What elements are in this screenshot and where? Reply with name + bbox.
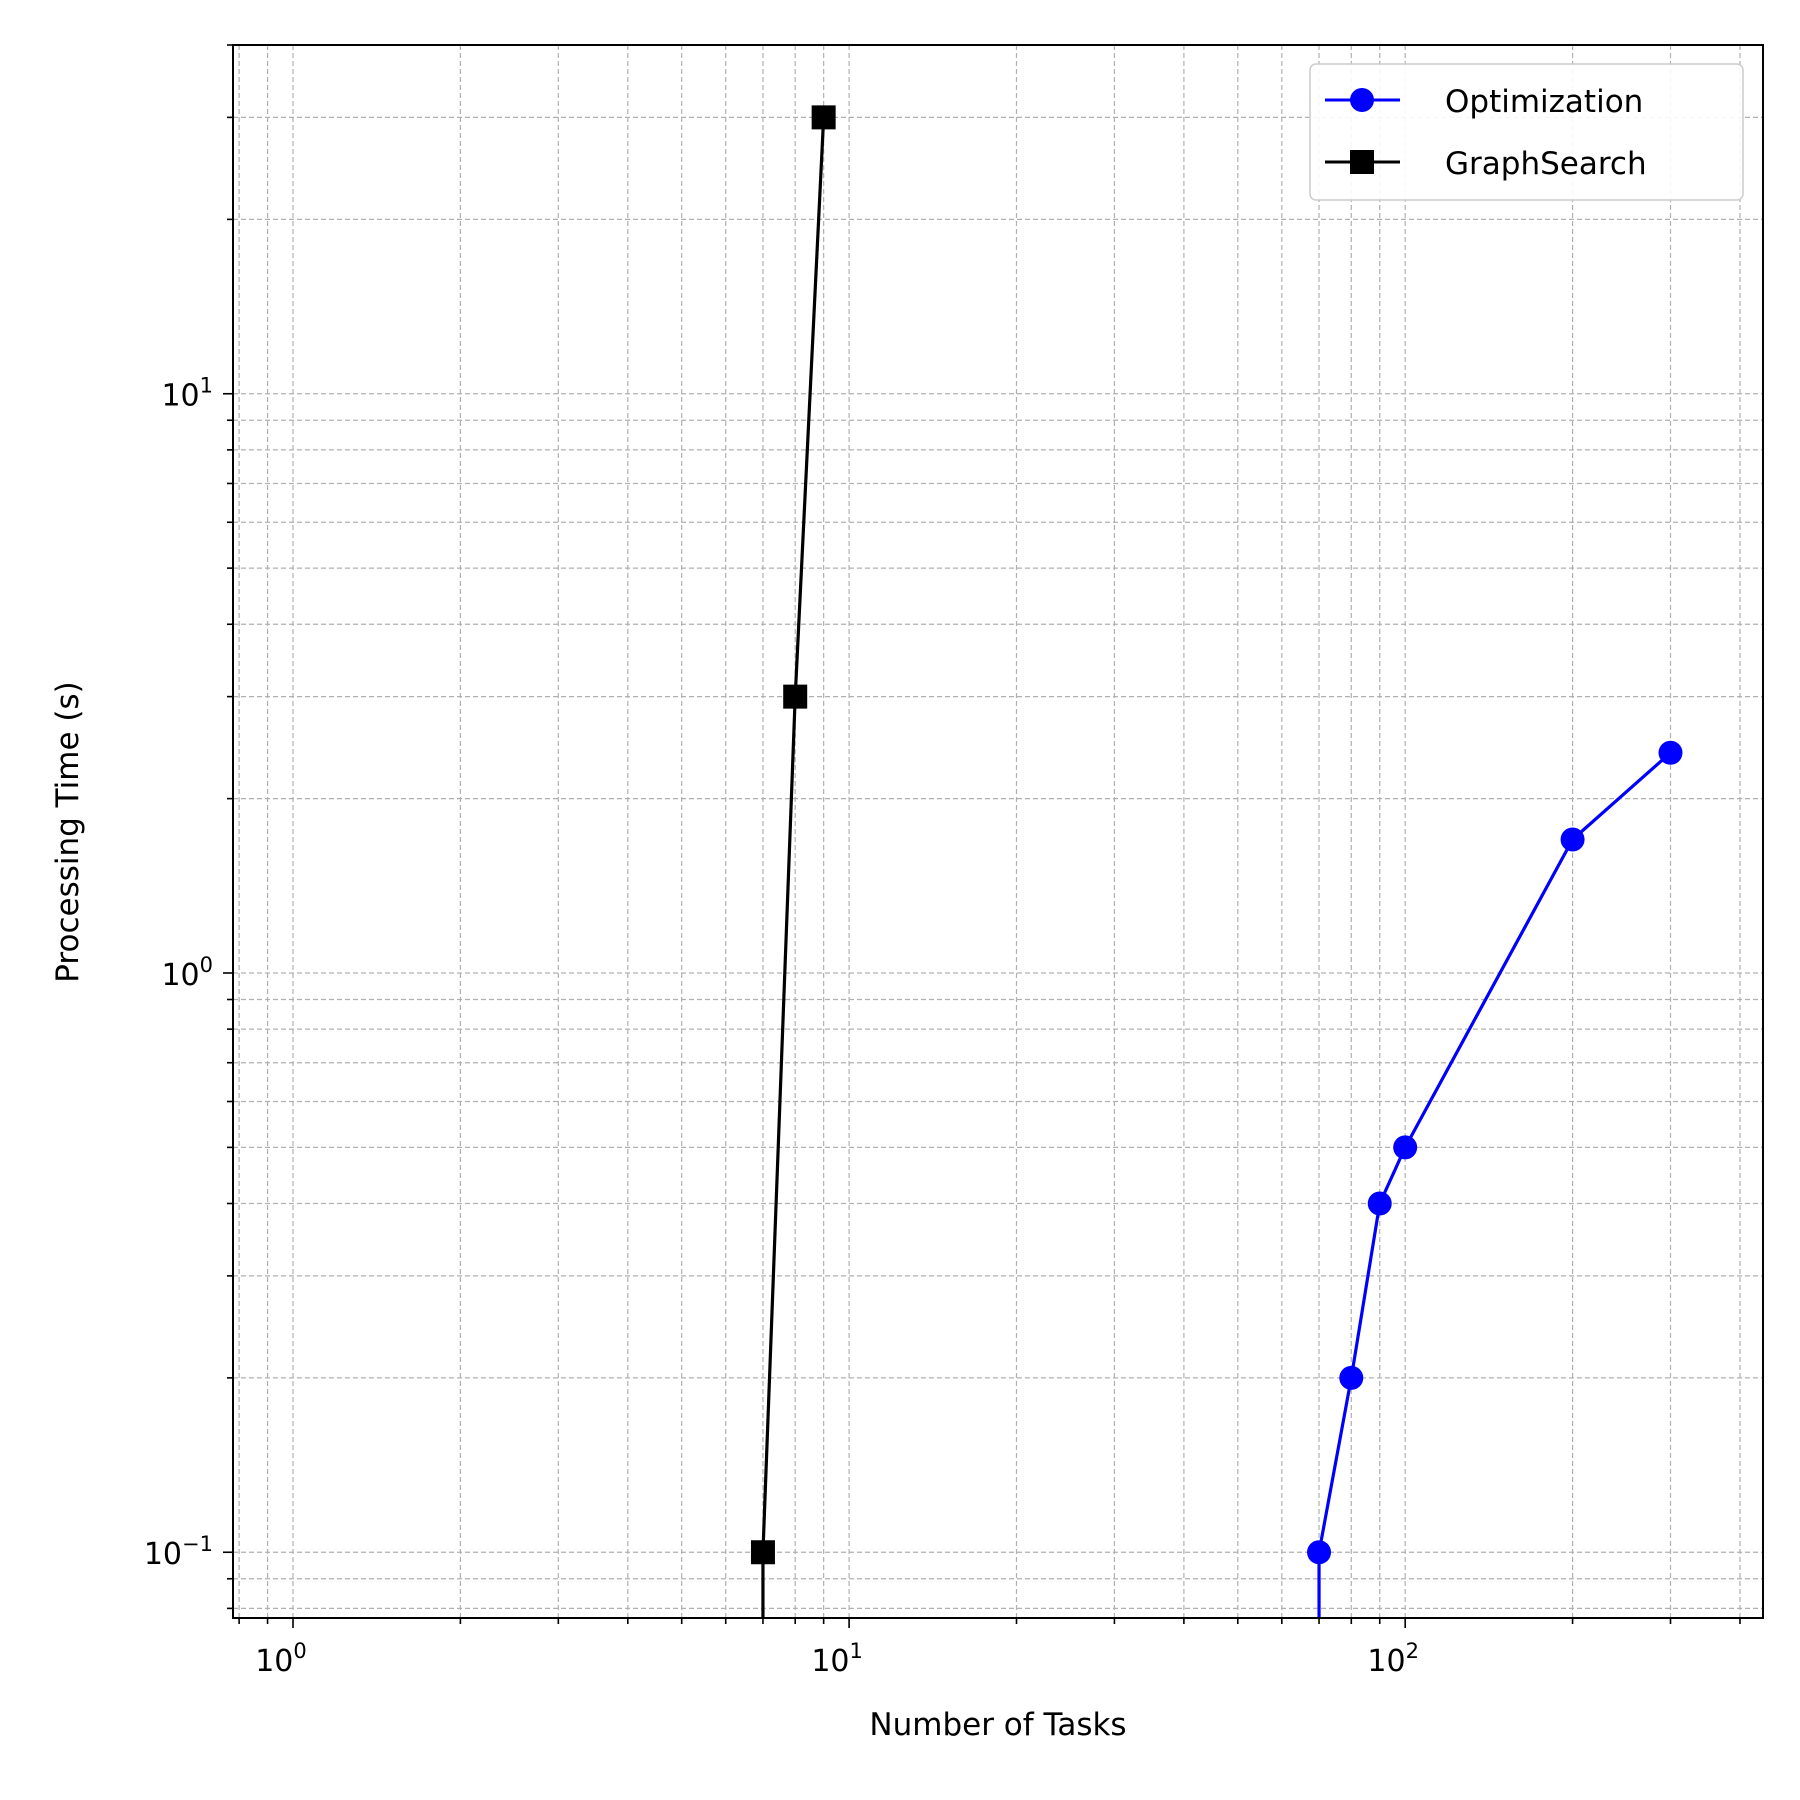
y-tick-label: 10−1	[144, 1532, 213, 1572]
series-line-graphsearch	[761, 117, 826, 1618]
x-tick-label: 101	[811, 1639, 863, 1679]
legend-marker-graphsearch	[1350, 150, 1374, 174]
x-tick-label: 102	[1367, 1639, 1419, 1679]
data-point-optimization	[1307, 1540, 1332, 1565]
data-point-optimization	[1367, 1191, 1392, 1216]
y-tick-label-exponent: 1	[200, 374, 213, 398]
data-point-graphsearch	[783, 684, 808, 709]
legend: Optimization GraphSearch	[1309, 63, 1744, 201]
y-axis-label: Processing Time (s)	[50, 681, 86, 982]
x-tick-label-exponent: 2	[1406, 1639, 1419, 1663]
series-layer	[750, 105, 1683, 1618]
y-tick-label: 100	[161, 953, 213, 993]
data-point-optimization	[1393, 1135, 1418, 1160]
data-point-graphsearch	[811, 105, 836, 130]
data-point-optimization	[1339, 1365, 1364, 1390]
axes-frame	[232, 44, 1764, 1619]
x-tick-label-exponent: 0	[293, 1639, 306, 1663]
y-tick-label-base: 10	[161, 958, 199, 993]
ticks	[223, 44, 1741, 1628]
legend-label-optimization: Optimization	[1445, 84, 1643, 120]
x-tick-label-base: 10	[811, 1644, 849, 1679]
y-tick-label-exponent: −1	[182, 1532, 213, 1556]
data-point-optimization	[1560, 827, 1585, 852]
y-tick-label: 101	[161, 374, 213, 414]
x-tick-label-exponent: 1	[850, 1639, 863, 1663]
x-tick-label-base: 10	[255, 1644, 293, 1679]
legend-label-graphsearch: GraphSearch	[1445, 146, 1647, 182]
y-tick-label-base: 10	[161, 379, 199, 414]
plot-area	[233, 45, 1763, 1618]
data-point-optimization	[1658, 740, 1683, 765]
legend-box	[1309, 63, 1744, 201]
x-axis-label: Number of Tasks	[869, 1707, 1126, 1743]
x-tick-label: 100	[255, 1639, 307, 1679]
y-tick-label-base: 10	[144, 1537, 182, 1572]
data-point-graphsearch	[750, 1540, 775, 1565]
x-tick-label-base: 10	[1367, 1644, 1405, 1679]
legend-marker-optimization	[1350, 88, 1374, 112]
y-tick-label-exponent: 0	[200, 953, 213, 977]
